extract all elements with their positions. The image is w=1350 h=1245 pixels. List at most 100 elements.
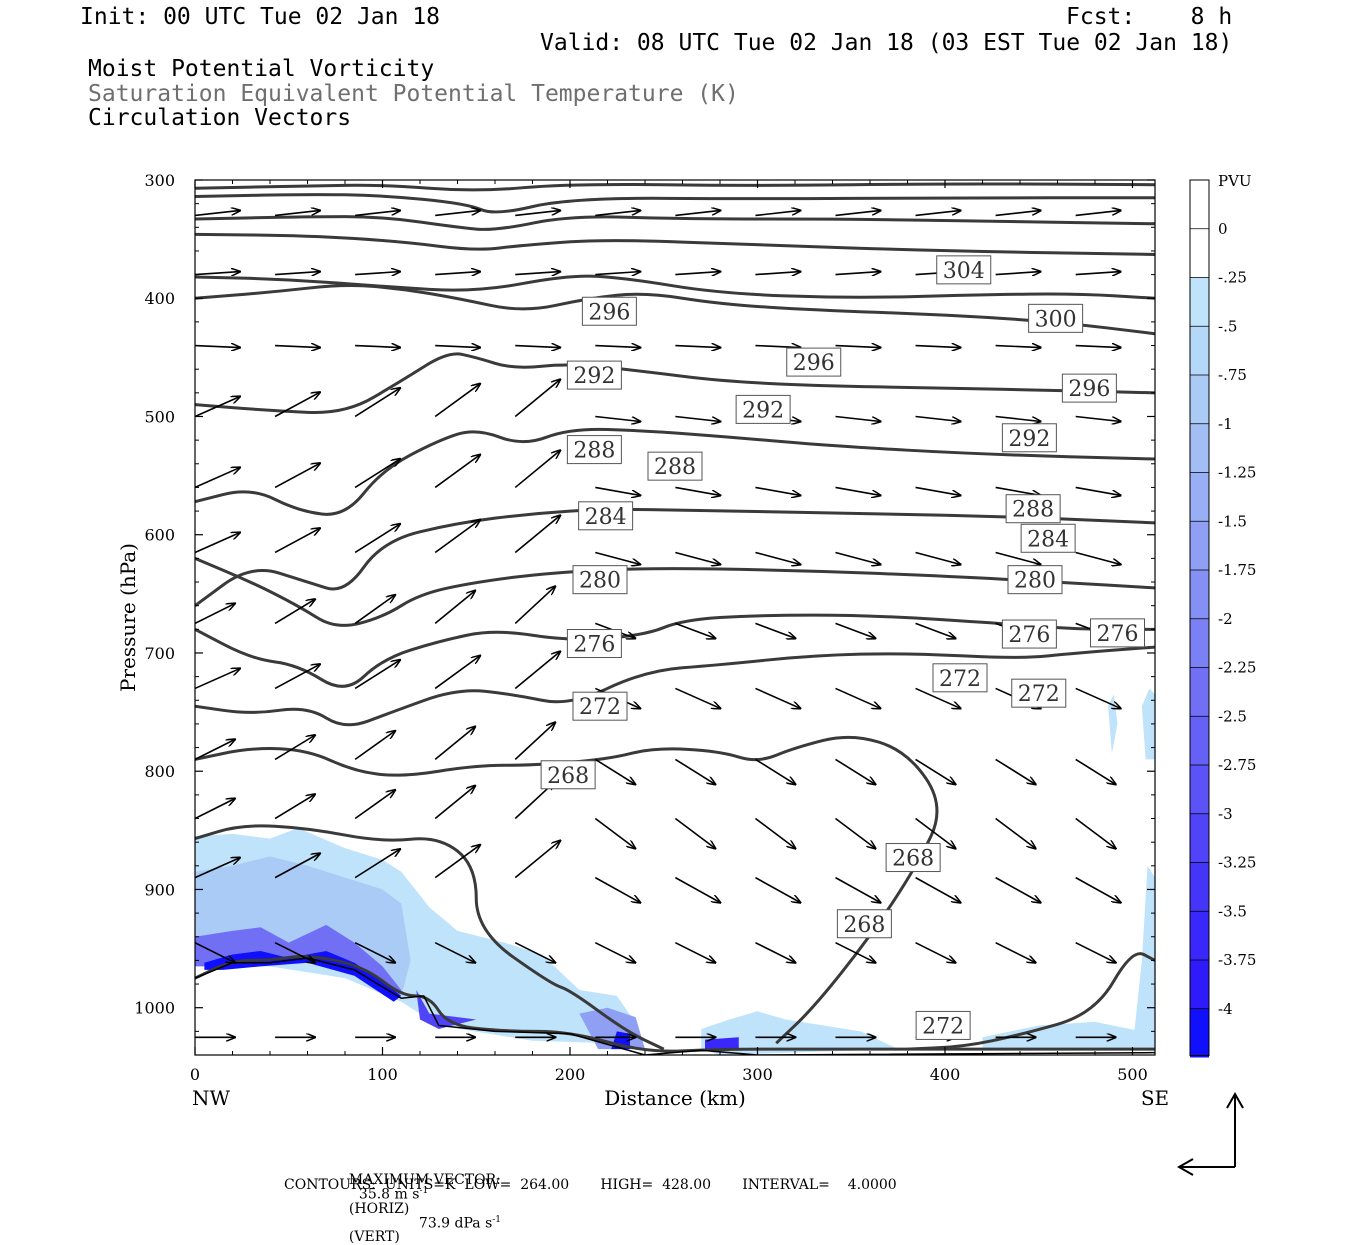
colorbar-label: -1.5	[1218, 512, 1247, 530]
colorbar-swatch	[1190, 765, 1209, 814]
contours-info: CONTOURS: UNITS=K LOW= 264.00 HIGH= 428.…	[284, 1177, 897, 1193]
contour-label-box	[1005, 494, 1061, 524]
circulation-vector	[675, 687, 720, 708]
colorbar-swatch	[1190, 228, 1209, 278]
circulation-vector	[995, 876, 1041, 903]
theta-es-contour-line	[195, 556, 1155, 627]
cross-section-chart: 304 300 296 296 296 292 292 292 288 288 288 284 284 2…	[116, 171, 1256, 1176]
circulation-vector	[275, 346, 320, 348]
theta-es-contour-line	[195, 508, 1155, 607]
field-title-vectors: Circulation Vectors	[88, 105, 352, 131]
circulation-vector	[1075, 687, 1121, 708]
theta-es-contour-line	[195, 274, 1155, 300]
circulation-vector	[514, 722, 555, 760]
max-vector-line: MAXIMUM VECTOR: 35.8 m s-1 (HORIZ) 73.9 …	[340, 1159, 501, 1244]
contour-label-box	[578, 501, 634, 531]
circulation-vector	[354, 595, 395, 625]
circulation-vector	[195, 210, 240, 217]
max-horiz-exp: -1	[419, 1186, 429, 1196]
circulation-vector	[835, 941, 876, 963]
contour-labels: 304 300 296 296 296 292 292 292 288 288 288 284 284 2…	[540, 255, 1145, 1040]
terrain-line	[195, 957, 1155, 1055]
circulation-vector	[995, 817, 1036, 849]
contour-label: 280	[579, 569, 621, 594]
max-vert-unit: (VERT)	[348, 1229, 400, 1245]
theta-es-contour-line	[195, 215, 1155, 231]
circulation-vector	[354, 790, 395, 820]
colorbar-swatch	[1190, 618, 1209, 668]
circulation-vector	[995, 272, 1041, 275]
circulation-vector	[675, 486, 720, 495]
circulation-vector	[755, 687, 800, 708]
circulation-vector	[915, 758, 956, 784]
circulation-vector	[755, 758, 795, 784]
contour-label: 272	[579, 695, 621, 720]
y-tick-label: 600	[144, 526, 175, 545]
colorbar-label: 0	[1218, 220, 1228, 238]
contour-label: 276	[1097, 622, 1139, 647]
circulation-vector	[915, 817, 956, 849]
contour-label-box	[581, 296, 637, 326]
circulation-vector	[915, 941, 956, 963]
circulation-vector	[514, 515, 560, 554]
circulation-vector	[835, 758, 876, 784]
circulation-vector	[595, 486, 640, 495]
contour-label-box	[540, 760, 596, 790]
colorbar-label: -4	[1218, 1000, 1233, 1018]
circulation-vector	[594, 758, 635, 784]
circulation-vector	[675, 941, 715, 963]
x-tick-label: 0	[190, 1065, 200, 1084]
contour-label-box	[1011, 678, 1067, 708]
circulation-vector	[835, 876, 881, 903]
circulation-vector	[435, 346, 480, 348]
theta-es-contour-line	[195, 182, 1155, 192]
circulation-vector	[675, 346, 720, 348]
x-tick-label: 400	[930, 1065, 961, 1084]
circulation-vector	[274, 735, 315, 761]
circulation-vector	[595, 272, 640, 275]
colorbar-swatch	[1190, 472, 1209, 522]
y-tick-label: 300	[144, 171, 175, 190]
circulation-vector	[995, 941, 1036, 963]
circulation-vector	[995, 210, 1041, 217]
circulation-vector	[674, 758, 715, 784]
circulation-vector	[915, 210, 961, 217]
pv-colorbar: PVU 0 -.25 -.5 -.75 -1 -1.25 -1.5 -1.75 -2 -2.25 -2…	[1189, 172, 1256, 1058]
colorbar-label: -1.25	[1218, 464, 1256, 482]
circulation-vector	[754, 817, 795, 849]
circulation-vector	[755, 346, 800, 348]
circulation-vector	[274, 210, 320, 217]
contour-label-box	[572, 691, 628, 721]
plot-frame	[194, 179, 1156, 1056]
x-tick-label: 100	[367, 1065, 398, 1084]
circulation-vector	[674, 876, 720, 903]
x-tick-label: 500	[1117, 1065, 1148, 1084]
contour-label-box	[572, 565, 628, 595]
circulation-vector	[434, 384, 480, 418]
circulation-vector	[995, 346, 1041, 348]
circulation-vector	[195, 603, 235, 625]
circulation-vector	[274, 463, 320, 489]
theta-es-contour-line	[195, 824, 665, 1051]
circulation-vector	[835, 346, 881, 348]
circulation-vector	[195, 272, 240, 275]
pv-region-right-surface	[982, 1021, 1155, 1050]
circulation-vector	[1075, 551, 1121, 564]
colorbar-label: -3.25	[1218, 854, 1256, 872]
colorbar-swatch	[1190, 1008, 1209, 1058]
x-tick-label: 300	[742, 1065, 773, 1084]
right-endpoint-label: SE	[1141, 1086, 1169, 1110]
circulation-vector	[515, 346, 560, 348]
circulation-vector	[1075, 346, 1121, 348]
circulation-vector	[675, 272, 720, 275]
colorbar-swatch	[1190, 423, 1209, 473]
y-tick-label: 700	[144, 644, 175, 663]
contour-label: 268	[892, 847, 934, 872]
circulation-vectors	[195, 210, 1121, 1037]
circulation-vector	[434, 786, 475, 820]
colorbar-label: -3.75	[1218, 951, 1256, 969]
circulation-vector	[195, 532, 240, 554]
circulation-vector	[1075, 272, 1121, 275]
contour-label-box	[932, 663, 988, 693]
colorbar-label: -2	[1218, 610, 1233, 628]
